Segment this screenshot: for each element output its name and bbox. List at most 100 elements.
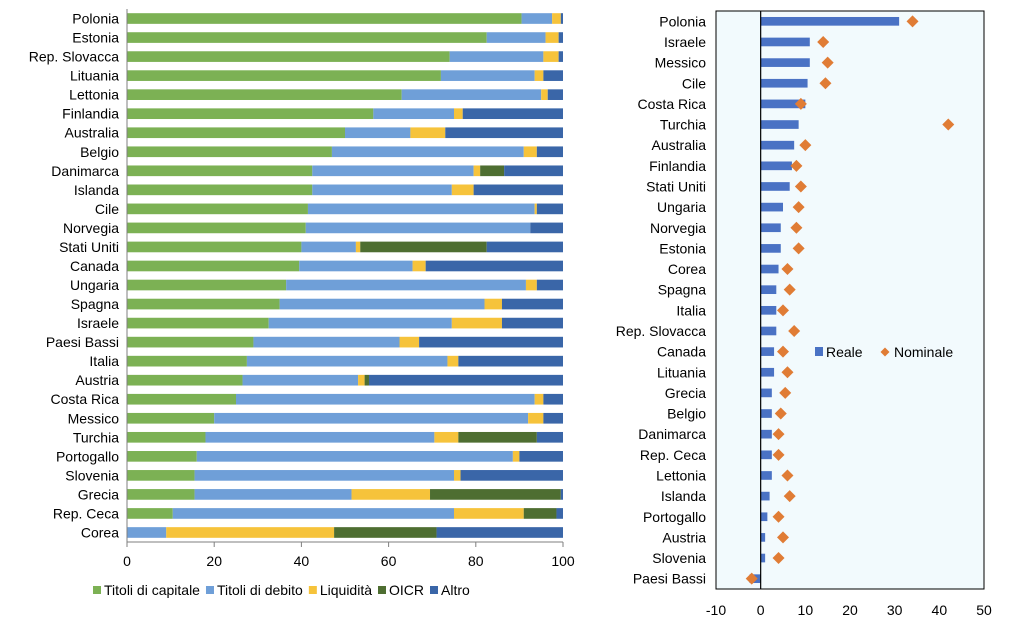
bar-segment [364, 374, 369, 386]
bar-segment [454, 508, 524, 519]
category-label: Polonia [72, 11, 119, 27]
bar-segment [399, 336, 420, 348]
bar-segment [473, 184, 563, 196]
category-label: Lettonia [656, 467, 706, 483]
bar-segment [523, 508, 557, 519]
bar-segment [519, 451, 563, 462]
bar-segment [127, 70, 441, 81]
legend-swatch-reale [815, 347, 823, 356]
bar-segment [501, 298, 563, 310]
bar-reale [760, 347, 775, 356]
marker-nominale [772, 552, 785, 565]
bar-segment [547, 89, 563, 100]
category-label: Paesi Bassi [633, 571, 706, 587]
marker-nominale [777, 531, 789, 544]
bar-segment [312, 184, 452, 196]
bar-segment [373, 108, 454, 120]
category-label: Portogallo [56, 448, 119, 464]
bar-segment [434, 431, 459, 443]
bar-reale [760, 326, 777, 336]
category-label: Estonia [72, 30, 119, 46]
bar-segment [543, 412, 563, 424]
bar-reale [760, 78, 808, 88]
bar-segment [127, 260, 300, 272]
category-label: Spagna [71, 296, 119, 312]
bar-segment [541, 89, 548, 100]
category-label: Rep. Slovacca [29, 49, 119, 65]
marker-nominale [781, 366, 794, 379]
legend-label: Titoli di debito [217, 582, 303, 598]
bar-segment [543, 393, 563, 405]
bar-reale [760, 161, 792, 171]
bar-segment [451, 317, 502, 329]
category-label: Portogallo [643, 509, 706, 525]
bar-segment [419, 336, 563, 348]
bar-reale [760, 512, 768, 522]
bar-reale [760, 140, 795, 150]
bar-segment [462, 108, 563, 120]
category-label: Polonia [659, 13, 706, 29]
bar-segment [449, 51, 544, 62]
x-tick-label: 0 [757, 602, 765, 618]
bar-reale [760, 264, 779, 274]
bar-segment [253, 336, 400, 348]
category-label: Spagna [658, 282, 706, 298]
bar-segment [127, 51, 450, 62]
marker-nominale [772, 448, 785, 461]
right-legend: Reale Nominale [815, 344, 953, 360]
bar-segment [127, 222, 306, 234]
legend-swatch [205, 586, 214, 594]
category-label: Stati Uniti [59, 239, 119, 255]
bar-segment [473, 165, 481, 177]
plot-area [716, 11, 984, 589]
category-label: Messico [655, 55, 707, 71]
bar-segment [127, 165, 313, 177]
bar-segment [205, 431, 435, 443]
bar-segment [334, 527, 437, 538]
category-label: Costa Rica [638, 96, 707, 112]
bar-segment [410, 127, 446, 139]
bar-segment [127, 279, 287, 291]
category-label: Ungaria [657, 199, 706, 215]
bar-segment [127, 489, 195, 500]
category-label: Rep. Slovacca [616, 323, 706, 339]
bar-segment [521, 13, 553, 24]
bar-segment [127, 355, 247, 367]
bar-segment [345, 127, 411, 139]
bar-segment [534, 203, 537, 215]
bar-segment [501, 317, 563, 329]
category-label: Australia [652, 137, 707, 153]
bar-segment [436, 527, 563, 538]
bar-segment [447, 355, 459, 367]
bar-segment [127, 431, 206, 443]
bar-segment [536, 431, 563, 443]
bar-segment [127, 412, 215, 424]
bar-segment [351, 489, 431, 500]
category-label: Estonia [659, 240, 706, 256]
bar-segment [286, 279, 526, 291]
bar-reale [760, 120, 799, 129]
category-label: Israele [77, 315, 119, 331]
marker-nominale [790, 159, 803, 172]
bar-segment [127, 508, 173, 519]
plot-frame [715, 10, 985, 590]
bar-reale [760, 99, 806, 109]
marker-nominale [794, 180, 807, 193]
category-label: Danimarca [51, 163, 119, 179]
x-tick-label: -10 [706, 602, 726, 618]
bar-segment [196, 451, 513, 462]
bar-segment [127, 374, 243, 386]
bar-reale [760, 491, 770, 501]
marker-nominale [817, 35, 830, 48]
category-label: Israele [664, 34, 706, 50]
bar-reale [760, 182, 790, 191]
category-label: Paesi Bassi [46, 334, 119, 350]
category-label: Stati Uniti [646, 178, 706, 194]
legend-label-reale: Reale [826, 344, 863, 360]
marker-nominale [783, 490, 796, 503]
category-label: Grecia [78, 486, 119, 502]
bar-segment [127, 127, 345, 139]
x-tick-label: 50 [976, 602, 992, 618]
bar-segment [279, 298, 485, 310]
